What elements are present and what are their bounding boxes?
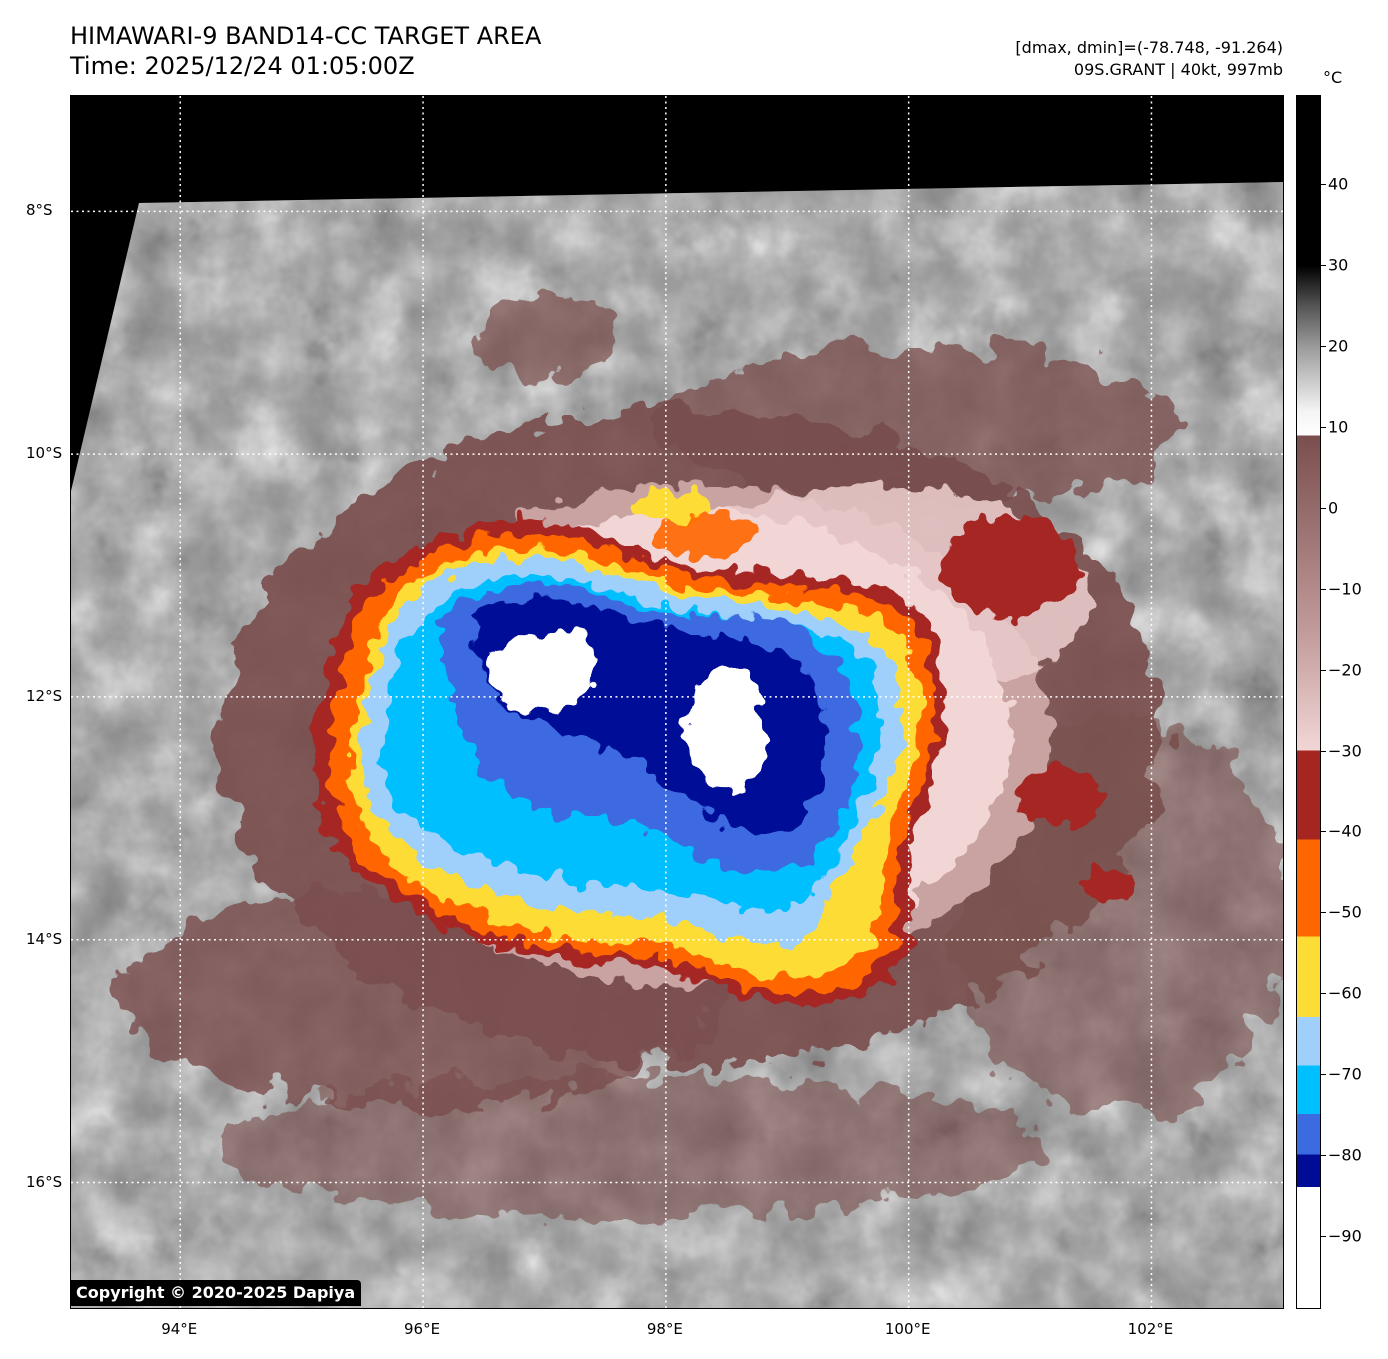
colorbar-tick-mark [1321, 588, 1326, 590]
colorbar-tick-label: 40 [1328, 174, 1349, 194]
storm-info: 09S.GRANT | 40kt, 997mb [1073, 60, 1283, 79]
lat-label: 12°S [26, 686, 63, 705]
lat-label: 10°S [26, 444, 63, 463]
title-time: Time: 2025/12/24 01:05:00Z [70, 52, 415, 80]
satellite-map[interactable] [70, 95, 1284, 1309]
colorbar-tick-mark [1321, 345, 1326, 347]
colorbar-tick-mark [1321, 184, 1326, 186]
colorbar [1296, 95, 1321, 1309]
colorbar-unit: °C [1323, 68, 1343, 87]
colorbar-tick-mark [1321, 669, 1326, 671]
graticule [71, 96, 1283, 1308]
colorbar-tick-label: −50 [1328, 902, 1362, 922]
convective-core [313, 520, 947, 1006]
colorbar-tick-label: −90 [1328, 1226, 1362, 1246]
colorbar-tick-label: 30 [1328, 255, 1349, 275]
colorbar-tick-mark [1321, 1074, 1326, 1076]
lon-label: 98°E [646, 1320, 683, 1338]
colorbar-tick-label: −60 [1328, 983, 1362, 1003]
copyright-notice: Copyright © 2020-2025 Dapiya [70, 1280, 362, 1306]
colorbar-tick-label: 20 [1328, 336, 1349, 356]
colorbar-tick-label: 0 [1328, 498, 1339, 518]
lon-label: 96°E [404, 1320, 441, 1338]
colorbar-tick-label: −80 [1328, 1145, 1362, 1165]
colorbar-tick-mark [1321, 831, 1326, 833]
colorbar-tick-mark [1321, 264, 1326, 266]
colorbar-tick-label: −30 [1328, 741, 1362, 761]
colorbar-tick-label: −10 [1328, 579, 1362, 599]
colorbar-tick-mark [1321, 426, 1326, 428]
lon-label: 94°E [161, 1320, 198, 1338]
lat-label: 14°S [26, 929, 63, 948]
title-line1: HIMAWARI-9 BAND14-CC TARGET AREA [70, 22, 542, 50]
colorbar-tick-label: −20 [1328, 660, 1362, 680]
colorbar-tick-mark [1321, 750, 1326, 752]
data-range-info: [dmax, dmin]=(-78.748, -91.264) [1015, 38, 1283, 57]
colorbar-tick-label: −40 [1328, 821, 1362, 841]
lat-label: 16°S [26, 1172, 63, 1191]
lon-label: 102°E [1127, 1320, 1174, 1338]
colorbar-tick-label: −70 [1328, 1064, 1362, 1084]
lat-label: 8°S [26, 201, 53, 220]
satellite-image [71, 96, 1283, 1308]
colorbar-tick-mark [1321, 912, 1326, 914]
colorbar-tick-mark [1321, 1236, 1326, 1238]
colorbar-tick-label: 10 [1328, 417, 1349, 437]
lon-label: 100°E [884, 1320, 931, 1338]
colorbar-tick-mark [1321, 993, 1326, 995]
colorbar-tick-mark [1321, 507, 1326, 509]
colorbar-tick-mark [1321, 1155, 1326, 1157]
